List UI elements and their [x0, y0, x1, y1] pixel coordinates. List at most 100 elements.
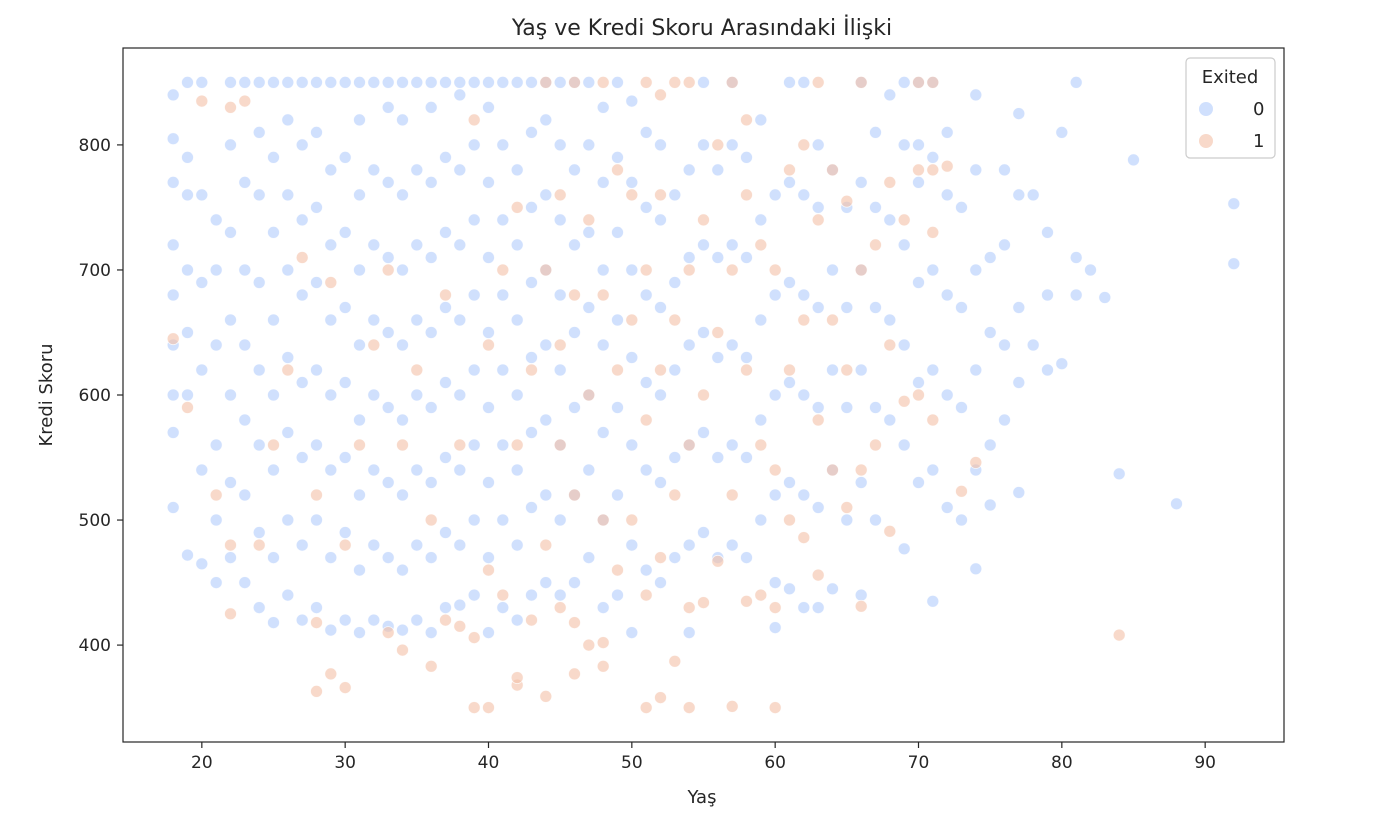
scatter-point-exited-0 — [181, 188, 194, 202]
scatter-point-exited-1 — [539, 538, 553, 552]
scatter-point-exited-1 — [467, 631, 481, 644]
scatter-point-exited-0 — [582, 551, 596, 564]
scatter-point-exited-0 — [797, 188, 811, 202]
scatter-point-exited-0 — [439, 376, 452, 389]
scatter-point-exited-1 — [768, 463, 782, 477]
scatter-point-exited-0 — [725, 538, 739, 552]
scatter-point-exited-0 — [209, 213, 223, 227]
scatter-point-exited-0 — [310, 276, 323, 289]
scatter-point-exited-1 — [625, 513, 639, 527]
scatter-point-exited-0 — [525, 351, 538, 364]
scatter-point-exited-0 — [668, 276, 682, 289]
scatter-point-exited-0 — [496, 438, 510, 452]
y-tick-label: 400 — [79, 636, 111, 656]
scatter-point-exited-0 — [238, 413, 252, 427]
scatter-point-exited-0 — [338, 613, 352, 627]
scatter-point-exited-1 — [912, 163, 925, 177]
scatter-point-exited-0 — [668, 451, 682, 464]
scatter-point-exited-0 — [439, 76, 452, 89]
scatter-point-exited-0 — [969, 88, 983, 102]
scatter-point-exited-1 — [324, 276, 338, 289]
scatter-point-exited-0 — [267, 616, 280, 629]
scatter-point-exited-0 — [252, 601, 266, 614]
scatter-point-exited-0 — [783, 276, 796, 289]
scatter-point-exited-0 — [181, 263, 194, 277]
scatter-point-exited-0 — [539, 413, 553, 427]
scatter-point-exited-1 — [252, 538, 266, 552]
scatter-point-exited-0 — [1084, 263, 1097, 277]
scatter-point-exited-0 — [711, 451, 725, 464]
x-tick-label: 70 — [908, 753, 930, 773]
scatter-point-exited-0 — [267, 150, 280, 164]
scatter-point-exited-1 — [854, 463, 868, 477]
scatter-point-exited-0 — [998, 413, 1011, 427]
scatter-point-exited-0 — [224, 388, 237, 402]
scatter-point-exited-0 — [467, 438, 481, 452]
scatter-point-exited-0 — [510, 538, 524, 552]
scatter-point-exited-1 — [926, 225, 940, 239]
scatter-point-exited-0 — [367, 538, 381, 552]
scatter-point-exited-1 — [754, 588, 768, 602]
scatter-point-exited-0 — [983, 251, 997, 264]
scatter-point-exited-0 — [654, 388, 667, 402]
scatter-point-exited-1 — [539, 263, 553, 277]
scatter-point-exited-0 — [181, 548, 194, 562]
scatter-point-exited-1 — [396, 438, 409, 452]
scatter-point-exited-0 — [697, 76, 710, 89]
scatter-point-exited-0 — [568, 401, 581, 414]
scatter-point-exited-0 — [381, 401, 395, 414]
scatter-point-exited-0 — [195, 188, 209, 202]
scatter-point-exited-0 — [353, 76, 366, 89]
scatter-point-exited-0 — [539, 113, 553, 127]
scatter-point-exited-0 — [897, 138, 911, 152]
scatter-point-exited-0 — [181, 150, 194, 164]
scatter-point-exited-0 — [310, 513, 323, 527]
scatter-point-exited-0 — [596, 601, 610, 614]
scatter-point-exited-0 — [998, 163, 1011, 177]
scatter-point-exited-0 — [510, 613, 524, 627]
scatter-point-exited-0 — [424, 326, 438, 339]
scatter-point-exited-0 — [754, 513, 768, 527]
scatter-point-exited-0 — [525, 125, 538, 139]
scatter-point-exited-1 — [797, 313, 811, 327]
scatter-point-exited-0 — [912, 175, 925, 189]
scatter-point-exited-0 — [353, 413, 366, 427]
scatter-point-exited-0 — [310, 363, 323, 377]
scatter-point-exited-0 — [310, 125, 323, 139]
scatter-point-exited-0 — [410, 388, 424, 402]
scatter-point-exited-0 — [768, 576, 782, 589]
scatter-point-exited-0 — [209, 576, 223, 589]
y-axis: 400 500 600 700 800 — [79, 136, 123, 656]
scatter-point-exited-0 — [568, 326, 581, 339]
scatter-point-exited-0 — [912, 138, 925, 152]
scatter-point-exited-0 — [582, 301, 596, 314]
scatter-point-exited-0 — [654, 576, 667, 589]
scatter-point-exited-1 — [639, 263, 653, 277]
scatter-point-exited-0 — [482, 251, 495, 264]
scatter-point-exited-0 — [1041, 363, 1054, 377]
scatter-point-exited-0 — [654, 213, 667, 227]
scatter-point-exited-0 — [396, 623, 409, 637]
scatter-point-exited-0 — [883, 213, 897, 227]
scatter-point-exited-0 — [310, 601, 323, 614]
scatter-point-exited-0 — [797, 288, 811, 302]
x-tick-label: 40 — [478, 753, 500, 773]
scatter-point-exited-0 — [209, 438, 223, 452]
scatter-point-exited-1 — [224, 101, 237, 114]
x-tick-label: 90 — [1194, 753, 1216, 773]
scatter-point-exited-0 — [496, 138, 510, 152]
scatter-point-exited-1 — [768, 601, 782, 614]
scatter-point-exited-0 — [238, 175, 252, 189]
scatter-point-exited-0 — [783, 582, 796, 596]
scatter-point-exited-0 — [510, 76, 524, 89]
scatter-point-exited-0 — [281, 113, 295, 127]
x-tick-label: 30 — [334, 753, 356, 773]
scatter-point-exited-0 — [482, 551, 495, 564]
scatter-point-exited-1 — [926, 163, 940, 177]
scatter-point-exited-0 — [353, 188, 366, 202]
scatter-point-exited-0 — [768, 288, 782, 302]
x-tick-label: 80 — [1051, 753, 1073, 773]
scatter-point-exited-0 — [883, 88, 897, 102]
scatter-point-exited-0 — [1069, 288, 1083, 302]
scatter-point-exited-1 — [926, 413, 940, 427]
